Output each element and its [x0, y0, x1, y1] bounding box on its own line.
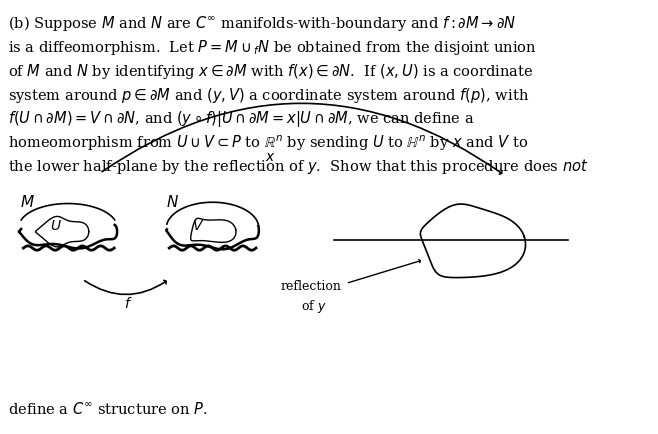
- Text: system around $p \in \partial M$ and $(y, V)$ a coordinate system around $f(p)$,: system around $p \in \partial M$ and $(y…: [9, 85, 530, 105]
- Text: $N$: $N$: [166, 194, 178, 210]
- Text: $M$: $M$: [20, 194, 35, 210]
- Text: $f$: $f$: [124, 296, 133, 311]
- Text: reflection: reflection: [280, 279, 342, 293]
- Text: $x$: $x$: [265, 150, 276, 164]
- Text: is a diffeomorphism.  Let $P = M \cup_f N$ be obtained from the disjoint union: is a diffeomorphism. Let $P = M \cup_f N…: [9, 38, 537, 57]
- Text: define a $C^{\infty}$ structure on $P$.: define a $C^{\infty}$ structure on $P$.: [9, 400, 208, 416]
- Text: of $M$ and $N$ by identifying $x \in \partial M$ with $f(x) \in \partial N$.  If: of $M$ and $N$ by identifying $x \in \pa…: [9, 62, 534, 81]
- Text: the lower half-plane by the reflection of $y$.  Show that this procedure does $\: the lower half-plane by the reflection o…: [9, 157, 589, 176]
- Text: of $y$: of $y$: [301, 297, 326, 314]
- Text: homeomorphism from $U \cup V \subset P$ to $\mathbb{R}^n$ by sending $U$ to $\ma: homeomorphism from $U \cup V \subset P$ …: [9, 133, 528, 152]
- Text: (b) Suppose $M$ and $N$ are $C^{\infty}$ manifolds-with-boundary and $f: \partia: (b) Suppose $M$ and $N$ are $C^{\infty}$…: [9, 14, 517, 33]
- Text: $f(U \cap \partial M) = V \cap \partial N$, and $(y \circ f)|U \cap \partial M =: $f(U \cap \partial M) = V \cap \partial …: [9, 109, 475, 129]
- Text: $U$: $U$: [51, 219, 63, 233]
- Text: $V$: $V$: [192, 219, 204, 233]
